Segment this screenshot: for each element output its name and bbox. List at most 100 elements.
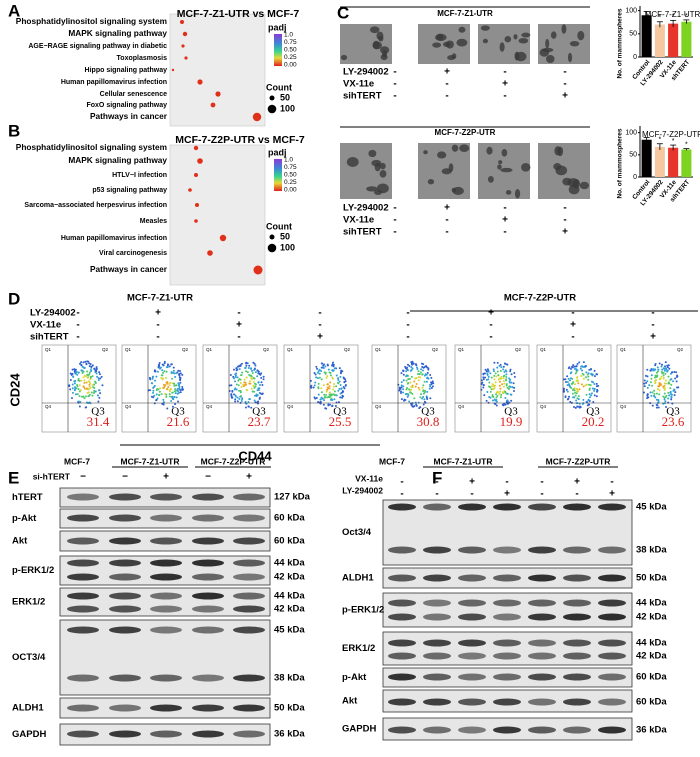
event — [245, 406, 248, 409]
event — [79, 362, 82, 365]
gate-label: Q1 — [375, 347, 382, 352]
event — [239, 395, 242, 398]
gate-label: Q4 — [375, 404, 382, 409]
event — [646, 368, 649, 371]
event — [77, 377, 80, 380]
significance: * — [659, 137, 662, 144]
event — [424, 389, 427, 392]
blot-label: ALDH1 — [12, 703, 44, 714]
event — [181, 373, 184, 376]
event — [586, 404, 589, 407]
event — [664, 361, 667, 364]
event — [341, 396, 344, 399]
event — [253, 386, 256, 389]
event — [499, 396, 502, 399]
band — [233, 592, 265, 600]
event — [313, 396, 316, 399]
event — [646, 397, 649, 400]
event — [234, 394, 237, 397]
sphere — [499, 42, 505, 52]
band — [528, 503, 556, 511]
sphere — [451, 187, 457, 193]
event — [94, 390, 97, 393]
event — [88, 371, 91, 374]
event — [250, 406, 253, 409]
event — [246, 371, 249, 374]
event — [158, 390, 161, 393]
event — [651, 391, 654, 394]
event — [482, 378, 485, 381]
event — [93, 387, 96, 390]
condition-sign: + — [574, 477, 580, 488]
event — [655, 406, 658, 409]
event — [335, 374, 338, 377]
event — [655, 403, 658, 406]
band — [598, 546, 626, 554]
band — [233, 493, 265, 501]
event — [343, 380, 346, 383]
sphere — [346, 156, 359, 167]
event — [321, 397, 324, 400]
event — [174, 375, 177, 378]
event — [402, 388, 405, 391]
event — [670, 378, 673, 381]
event — [417, 386, 420, 389]
band — [109, 730, 141, 738]
event — [234, 374, 237, 377]
band — [233, 674, 265, 682]
band — [388, 639, 416, 647]
event — [254, 382, 257, 385]
event — [655, 379, 658, 382]
event — [168, 393, 171, 396]
bar — [654, 146, 665, 177]
bar — [654, 24, 665, 57]
band — [563, 652, 591, 660]
event — [508, 377, 511, 380]
event — [643, 385, 646, 388]
gate-label: Q4 — [287, 404, 294, 409]
condition-sign: - — [563, 215, 566, 226]
event — [409, 391, 412, 394]
event — [262, 378, 265, 381]
event — [568, 385, 571, 388]
event — [253, 399, 256, 402]
event — [151, 377, 154, 380]
condition-sign: − — [205, 472, 211, 483]
event — [68, 385, 71, 388]
event — [247, 405, 250, 408]
event — [254, 394, 257, 397]
event — [312, 386, 315, 389]
event — [252, 384, 255, 387]
event — [405, 370, 408, 373]
event — [314, 381, 317, 384]
event — [662, 367, 665, 370]
event — [643, 379, 646, 382]
event — [414, 385, 417, 388]
event — [574, 406, 577, 409]
event — [663, 398, 666, 401]
event — [342, 385, 345, 388]
event — [415, 383, 418, 386]
event — [495, 391, 498, 394]
band — [528, 574, 556, 582]
band — [67, 573, 99, 581]
event — [505, 383, 508, 386]
event — [490, 388, 493, 391]
event — [229, 373, 232, 376]
event — [316, 377, 319, 380]
event — [662, 371, 665, 374]
band — [67, 730, 99, 738]
band — [563, 698, 591, 706]
gate-label: Q1 — [620, 347, 627, 352]
event — [255, 393, 258, 396]
event — [231, 389, 234, 392]
event — [98, 373, 101, 376]
event — [655, 392, 658, 395]
event — [646, 380, 649, 383]
event — [590, 368, 593, 371]
event — [503, 370, 506, 373]
sphere — [514, 188, 521, 199]
blot-label: ALDH1 — [342, 573, 374, 584]
event — [326, 383, 329, 386]
sphere — [577, 30, 585, 41]
